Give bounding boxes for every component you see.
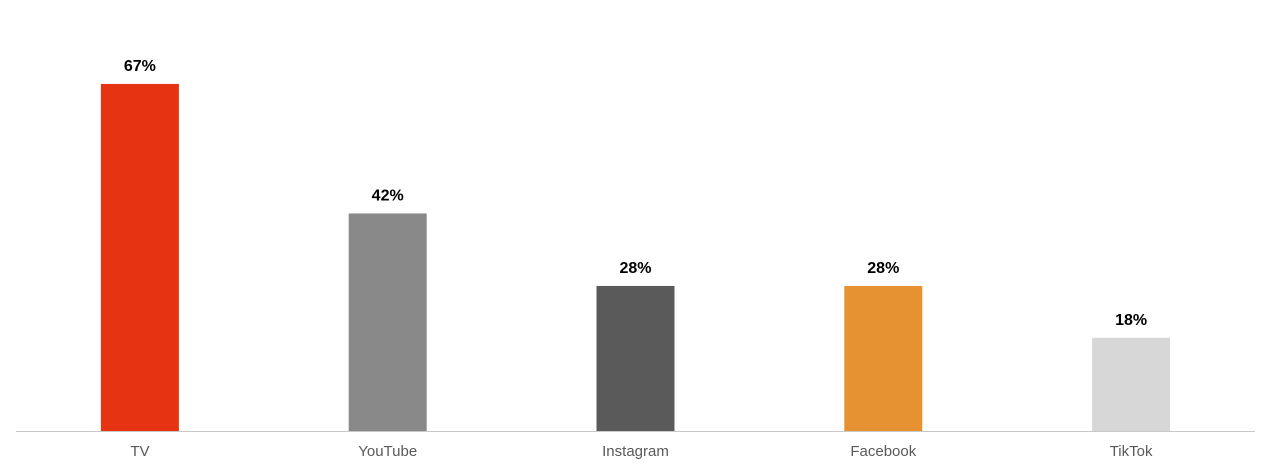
bar [348,213,427,431]
x-tick-label: Instagram [602,443,669,460]
value-label: 28% [867,260,899,277]
bar [844,285,923,431]
x-tick-label: Facebook [850,443,916,460]
bar [100,83,179,431]
bar [1092,337,1171,431]
value-label: 67% [124,58,156,75]
x-tick-label: TV [130,443,149,460]
value-label: 42% [372,188,404,205]
value-label: 28% [619,260,651,277]
x-tick-label: YouTube [358,443,417,460]
bar [596,285,675,431]
x-tick-label: TikTok [1110,443,1153,460]
value-label: 18% [1115,312,1147,329]
